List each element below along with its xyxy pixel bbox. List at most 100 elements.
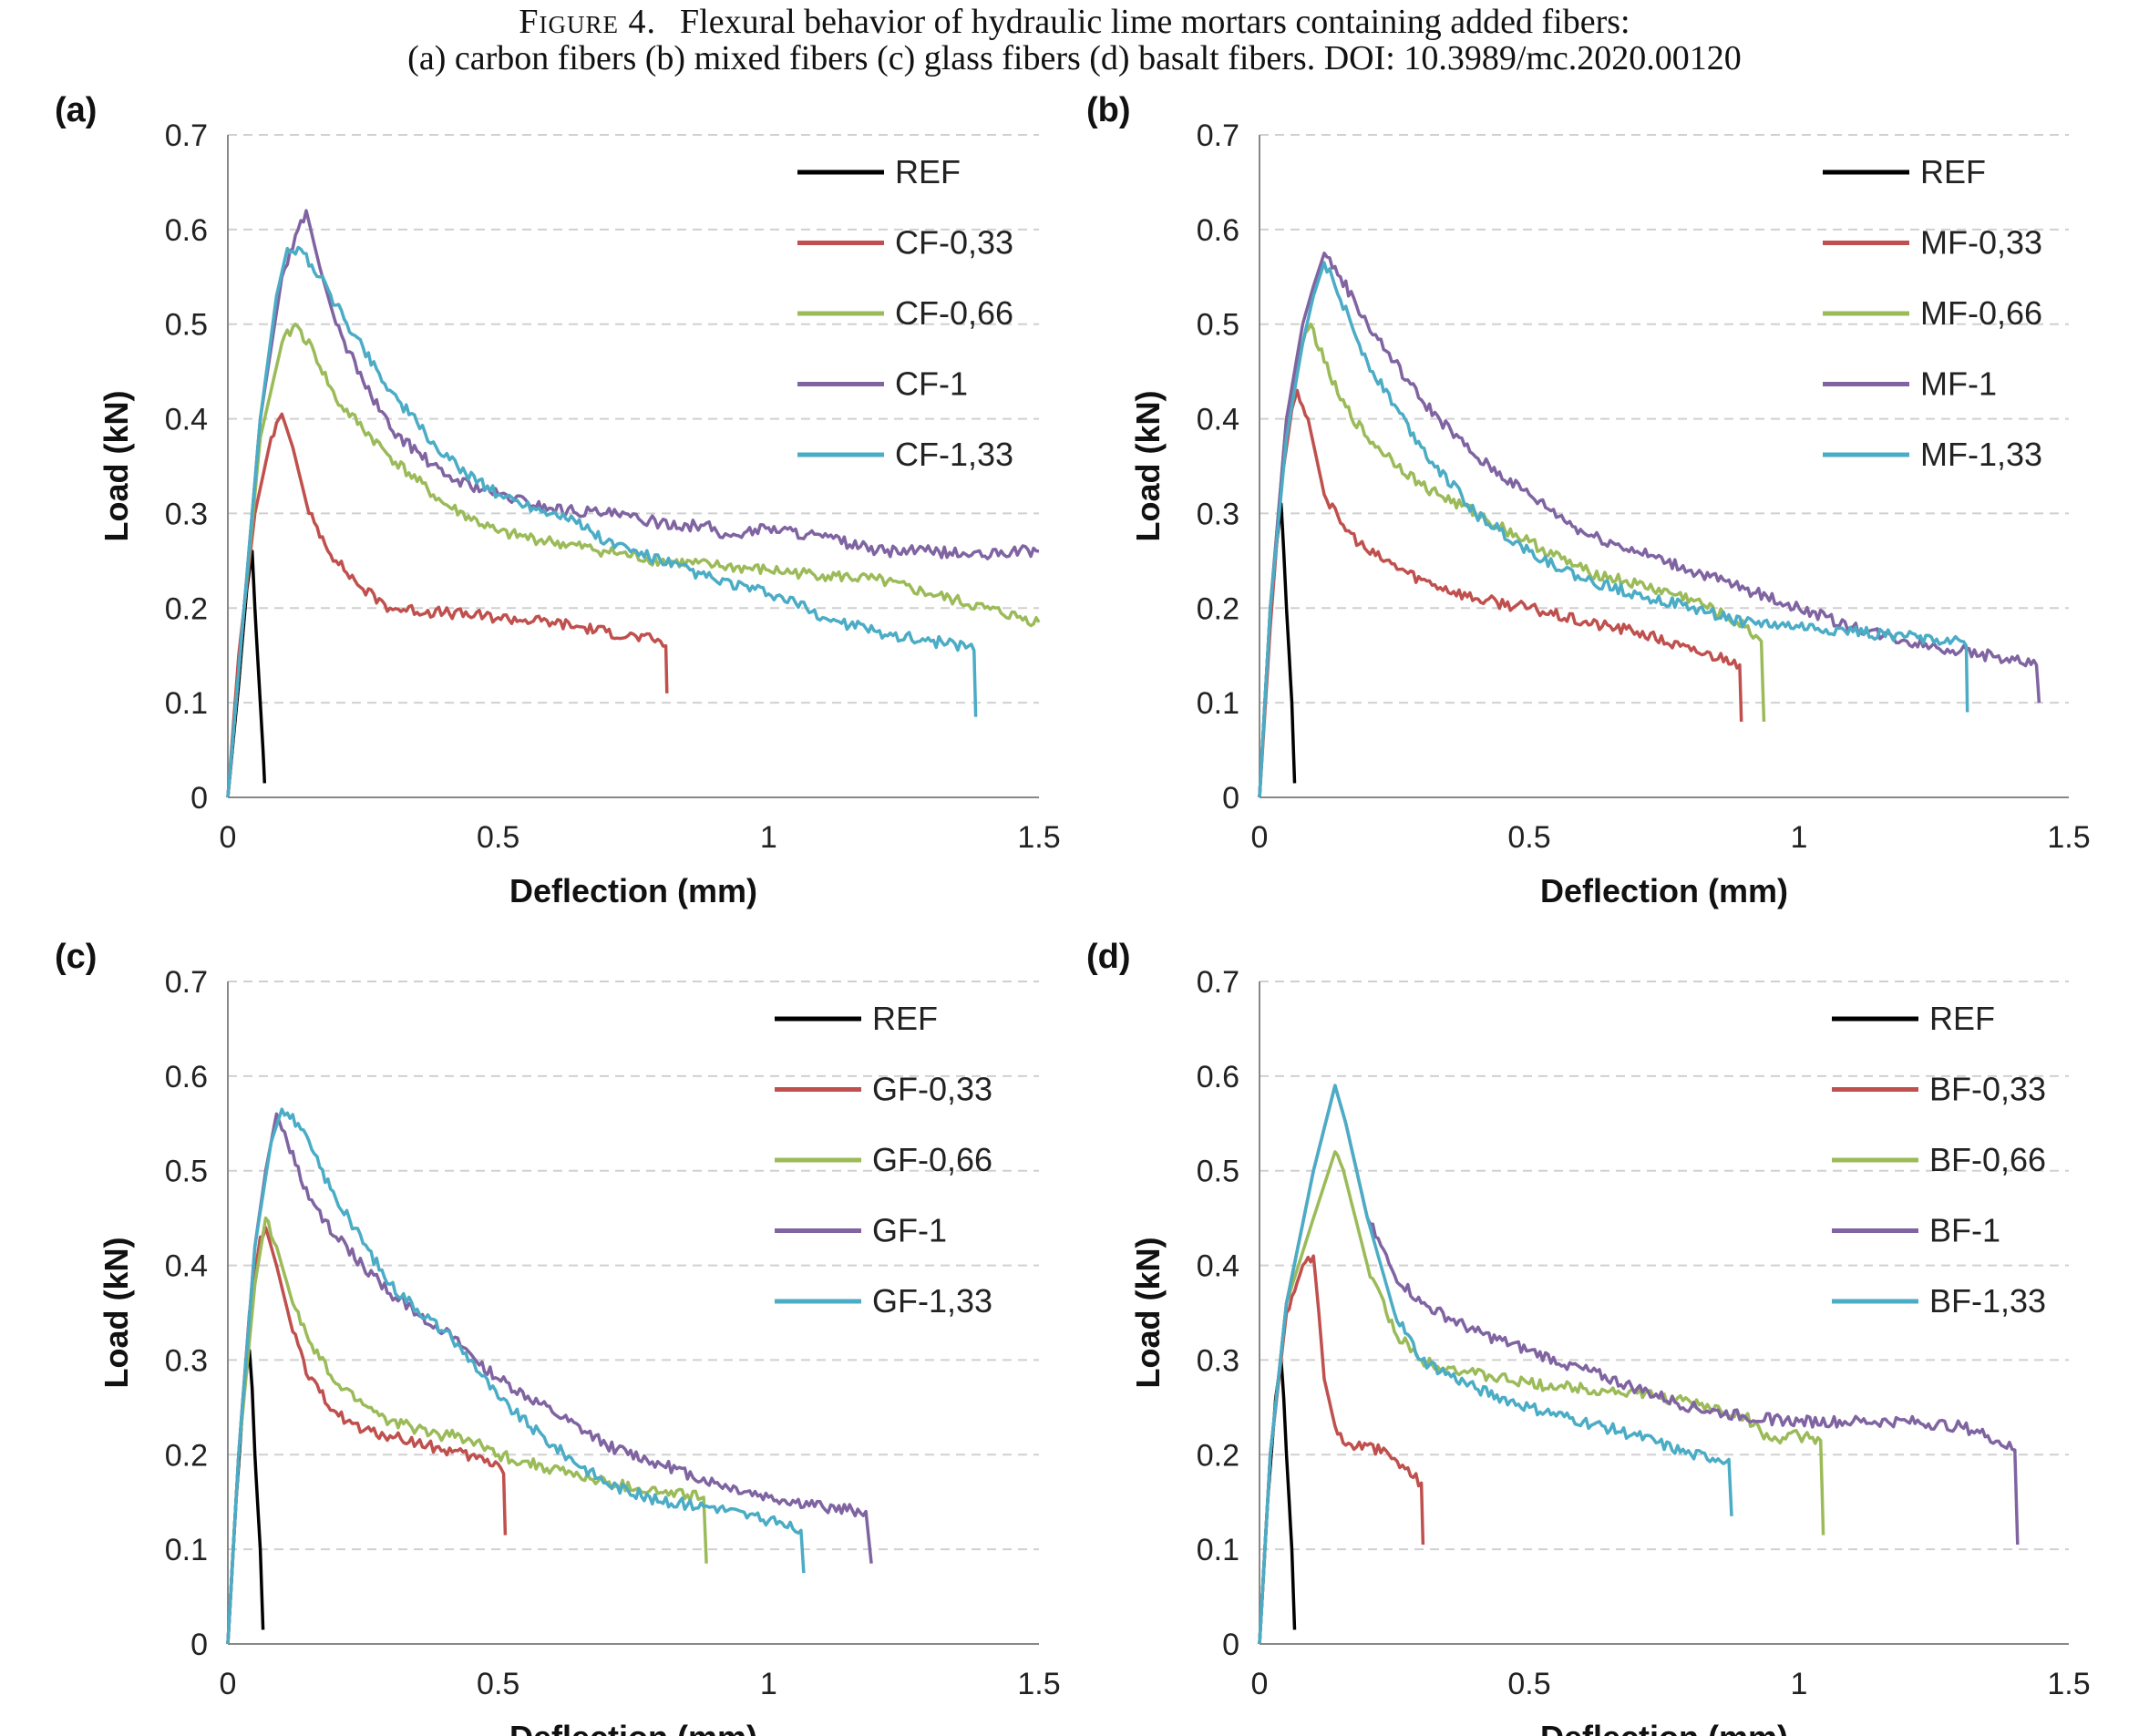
y-tick-label: 0.4 (1197, 1249, 1239, 1284)
y-tick-label: 0 (190, 781, 208, 816)
series-line-3 (1258, 1084, 2020, 1645)
y-tick-label: 0.4 (1197, 403, 1239, 437)
y-tick-label: 0 (1222, 1628, 1239, 1662)
y-axis-title: Load (kN) (98, 1238, 135, 1389)
legend-label: CF-0,66 (895, 294, 1013, 332)
legend-label: REF (1929, 1000, 1995, 1037)
y-tick-label: 0.5 (165, 1155, 208, 1189)
legend-label: CF-1 (895, 365, 968, 403)
x-axis-title: Deflection (mm) (1540, 872, 1788, 909)
series-line-1 (226, 1226, 508, 1645)
x-tick-label: 0.5 (477, 820, 519, 855)
x-tick-label: 1.5 (2047, 820, 2090, 855)
panel-label: (c) (55, 938, 97, 976)
y-tick-label: 0.1 (165, 1533, 208, 1567)
legend-label: MF-1 (1920, 365, 1997, 403)
legend-label: MF-0,66 (1920, 294, 2042, 332)
legend-label: REF (895, 153, 961, 190)
y-tick-label: 0.5 (1197, 1155, 1239, 1189)
legend-label: REF (872, 1000, 938, 1037)
legend-label: MF-1,33 (1920, 436, 2042, 473)
y-tick-label: 0.3 (165, 497, 208, 531)
series-line-2 (1258, 1150, 1825, 1645)
figure-label: Figure 4. (519, 3, 657, 41)
x-tick-label: 1 (760, 820, 777, 855)
y-tick-label: 0.1 (1197, 1533, 1239, 1567)
y-tick-label: 0.6 (1197, 1060, 1239, 1094)
y-tick-label: 0.5 (165, 308, 208, 343)
legend-label: BF-0,33 (1929, 1071, 2046, 1108)
x-axis-title: Deflection (mm) (1540, 1719, 1788, 1736)
chart-panel-1: 0 0.1 0.2 0.3 0.4 0.5 0.6 0.7 0 0.5 1 1.5 Deflection… (55, 91, 1061, 909)
x-tick-label: 0 (220, 1667, 237, 1701)
caption-text-1: Flexural behavior of hydraulic lime mort… (680, 3, 1630, 41)
x-axis-title: Deflection (mm) (509, 872, 757, 909)
y-tick-label: 0.5 (1197, 308, 1239, 343)
panel-label: (b) (1086, 91, 1131, 129)
y-tick-label: 0.4 (165, 403, 208, 437)
caption-line-1: Figure 4. Flexural behavior of hydraulic … (0, 4, 2149, 40)
legend-label: BF-0,66 (1929, 1141, 2046, 1178)
series-line-3 (226, 209, 1040, 798)
series-line-1 (226, 412, 669, 798)
y-tick-label: 0.7 (1197, 118, 1239, 153)
x-tick-label: 1.5 (1017, 1667, 1060, 1701)
y-tick-label: 0.2 (165, 1438, 208, 1473)
series-line-3 (1258, 252, 2041, 798)
y-tick-label: 0.6 (165, 213, 208, 248)
legend-label: CF-0,33 (895, 224, 1013, 262)
legend-label: BF-1,33 (1929, 1282, 2046, 1320)
x-tick-label: 0.5 (1507, 1667, 1550, 1701)
y-tick-label: 0.3 (1197, 497, 1239, 531)
figure-caption: Figure 4. Flexural behavior of hydraulic … (0, 4, 2149, 77)
y-axis-title: Load (kN) (1129, 391, 1167, 542)
y-tick-label: 0.7 (1197, 965, 1239, 1000)
series-line-3 (226, 1112, 873, 1645)
legend-label: GF-1,33 (872, 1282, 992, 1320)
series-line-1 (1258, 388, 1743, 798)
series-line-4 (1258, 1084, 1733, 1645)
y-tick-label: 0.2 (165, 591, 208, 626)
y-tick-label: 0.7 (165, 118, 208, 153)
x-axis-title: Deflection (mm) (509, 1719, 757, 1736)
y-axis-title: Load (kN) (1129, 1238, 1167, 1389)
y-tick-label: 0.6 (1197, 213, 1239, 248)
legend-label: CF-1,33 (895, 436, 1013, 473)
y-tick-label: 0.7 (165, 965, 208, 1000)
legend-label: REF (1920, 153, 1986, 190)
x-tick-label: 1 (1791, 1667, 1808, 1701)
caption-line-2: (a) carbon fibers (b) mixed fibers (c) g… (407, 39, 1742, 77)
x-tick-label: 1.5 (1017, 820, 1060, 855)
chart-panel-4: 0 0.1 0.2 0.3 0.4 0.5 0.6 0.7 0 0.5 1 1.5 Deflection… (1086, 938, 2091, 1736)
y-tick-label: 0.2 (1197, 1438, 1239, 1473)
series-line-2 (226, 1216, 708, 1645)
y-tick-label: 0 (190, 1628, 208, 1662)
legend-label: GF-0,66 (872, 1141, 992, 1178)
x-tick-label: 1.5 (2047, 1667, 2090, 1701)
chart-panel-2: 0 0.1 0.2 0.3 0.4 0.5 0.6 0.7 0 0.5 1 1.5 Deflection… (1086, 91, 2091, 909)
legend-label: MF-0,33 (1920, 224, 2042, 262)
x-tick-label: 1 (760, 1667, 777, 1701)
y-tick-label: 0.3 (165, 1343, 208, 1378)
y-tick-label: 0.4 (165, 1249, 208, 1284)
series-line-2 (226, 322, 1041, 798)
series-line-4 (1258, 261, 1969, 798)
series-line-1 (1258, 1254, 1425, 1645)
x-tick-label: 0.5 (1507, 820, 1550, 855)
y-tick-label: 0 (1222, 781, 1239, 816)
legend-label: GF-1 (872, 1212, 947, 1249)
panel-label: (d) (1086, 938, 1131, 976)
y-axis-title: Load (kN) (98, 391, 135, 542)
legend-label: GF-0,33 (872, 1071, 992, 1108)
y-tick-label: 0.1 (165, 686, 208, 721)
x-tick-label: 0 (1251, 820, 1269, 855)
x-tick-label: 0 (1251, 1667, 1269, 1701)
x-tick-label: 0.5 (477, 1667, 519, 1701)
chart-panel-3: 0 0.1 0.2 0.3 0.4 0.5 0.6 0.7 0 0.5 1 1.5 Deflection… (55, 938, 1061, 1736)
series-line-2 (1258, 322, 1766, 798)
y-tick-label: 0.1 (1197, 686, 1239, 721)
x-tick-label: 1 (1791, 820, 1808, 855)
panel-label: (a) (55, 91, 97, 129)
y-tick-label: 0.2 (1197, 591, 1239, 626)
